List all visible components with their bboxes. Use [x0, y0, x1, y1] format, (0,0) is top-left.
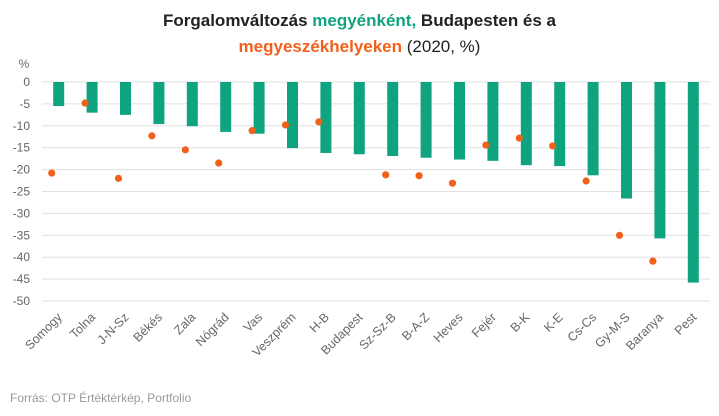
x-tick-label: Heves	[431, 310, 466, 345]
dot-marker	[148, 132, 156, 140]
x-tick-label: Zala	[171, 310, 198, 337]
dot-marker	[415, 172, 423, 180]
y-tick-label: -20	[13, 163, 31, 177]
dot-marker	[81, 99, 89, 107]
bar	[320, 82, 332, 153]
bar	[520, 82, 532, 166]
title-part2: megyénként,	[312, 11, 417, 30]
x-tick-label: Tolna	[67, 310, 98, 341]
dot-marker	[48, 169, 56, 177]
y-tick-label: -25	[13, 185, 31, 199]
x-tick-label: J-N-Sz	[95, 310, 132, 347]
x-tick-label: Vas	[241, 310, 265, 334]
bar	[487, 82, 499, 161]
bar	[86, 82, 98, 113]
dot-marker	[549, 142, 557, 150]
y-axis-unit-label: %	[19, 57, 30, 71]
dot-marker	[482, 141, 490, 149]
y-tick-label: -40	[13, 250, 31, 264]
x-tick-label: Nógrád	[193, 310, 232, 349]
dot-marker	[382, 171, 390, 179]
dot-marker	[649, 257, 657, 265]
chart-title-line1: Forgalomváltozás megyénként, Budapesten …	[0, 10, 719, 32]
bar	[120, 82, 131, 115]
title-part1: Forgalomváltozás	[162, 11, 313, 30]
bar	[253, 82, 265, 134]
x-tick-label: K-E	[541, 310, 566, 335]
bar	[153, 82, 165, 125]
x-tick-label: B-K	[508, 310, 533, 335]
chart-title-line2: megyeszékhelyeken (2020, %)	[0, 36, 719, 58]
dot-marker	[215, 159, 223, 167]
x-tick-label: Békés	[131, 310, 165, 344]
bar	[220, 82, 232, 132]
source-note: Forrás: OTP Értéktérkép, Portfolio	[10, 391, 192, 405]
x-tick-label: Baranya	[623, 310, 666, 353]
title-part5: (2020, %)	[402, 37, 481, 56]
x-tick-label: Sz-Sz-B	[357, 310, 399, 352]
y-tick-label: -5	[19, 97, 30, 111]
dot-marker	[114, 174, 123, 182]
dot-marker	[181, 146, 189, 154]
bar	[554, 82, 566, 167]
dot-marker	[515, 134, 523, 142]
x-tick-label: Fejér	[469, 310, 499, 340]
dot-marker	[615, 231, 624, 239]
bar	[353, 82, 365, 155]
dot-marker	[448, 179, 457, 187]
dot-marker	[315, 118, 323, 126]
dot-marker	[248, 127, 256, 135]
bar	[53, 82, 65, 107]
dot-marker	[281, 121, 290, 129]
x-tick-label: H-B	[307, 310, 332, 335]
dot-marker	[582, 177, 590, 185]
bar	[654, 82, 666, 239]
y-tick-label: -35	[13, 228, 31, 242]
x-tick-label: Somogy	[22, 310, 65, 353]
y-tick-label: -10	[13, 119, 31, 133]
bar	[687, 82, 699, 283]
x-tick-label: B-A-Z	[399, 310, 432, 343]
y-tick-label: -15	[13, 141, 31, 155]
bar	[587, 82, 599, 176]
x-tick-label: Pest	[672, 310, 700, 338]
y-tick-label: 0	[23, 75, 30, 89]
bar	[287, 82, 298, 149]
y-tick-label: -30	[13, 206, 31, 220]
bar	[186, 82, 198, 127]
bar	[420, 82, 432, 158]
y-tick-label: -50	[13, 294, 31, 308]
bar	[621, 82, 632, 199]
title-part4: megyeszékhelyeken	[238, 37, 403, 56]
bar	[454, 82, 465, 160]
title-part3: Budapesten és a	[416, 11, 557, 30]
y-tick-label: -45	[13, 272, 31, 286]
bar	[387, 82, 399, 157]
